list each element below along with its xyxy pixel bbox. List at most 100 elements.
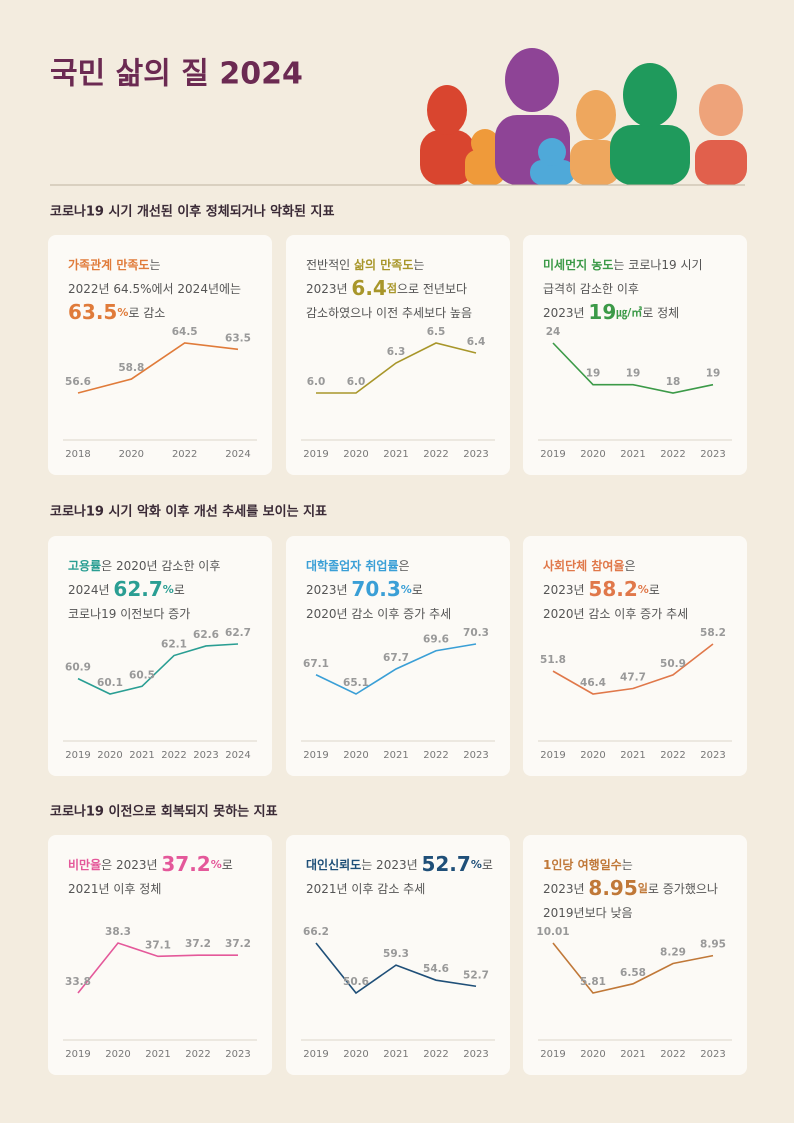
value-label: 62.1 (161, 639, 187, 651)
value-label: 54.6 (423, 963, 449, 975)
description-line: 2023년 6.4점으로 전년보다 (306, 276, 467, 300)
card-background (523, 235, 747, 475)
x-tick-label: 2022 (161, 750, 186, 761)
value-label: 58.2 (700, 627, 726, 639)
data-line (316, 342, 477, 394)
description-line: 2023년 8.95일로 증가했으나 (543, 876, 718, 900)
value-label: 70.3 (463, 627, 489, 639)
value-label: 64.5 (172, 326, 198, 338)
description-run: 62.7 (113, 577, 162, 601)
value-label: 38.3 (105, 926, 131, 938)
x-tick-label: 2021 (620, 449, 645, 460)
description-line: 2023년 19㎍/㎥로 정체 (543, 300, 679, 324)
x-tick-label: 2020 (119, 449, 144, 460)
description-line: 2021년 이후 정체 (68, 882, 161, 896)
people-illustration (420, 48, 747, 185)
section-heading: 코로나19 시기 개선된 이후 정체되거나 악화된 지표 (50, 204, 334, 220)
x-tick-label: 2023 (463, 750, 488, 761)
description-run: % (211, 858, 222, 871)
description-run: 는 코로나19 시기 (613, 258, 702, 272)
description-line: 2021년 이후 감소 추세 (306, 882, 425, 896)
description-run: 점 (387, 281, 397, 295)
description-run: 2023년 (306, 282, 351, 296)
value-label: 8.95 (700, 939, 726, 951)
description-line: 코로나19 이전보다 증가 (68, 607, 190, 621)
description-run: % (117, 306, 128, 319)
value-label: 69.6 (423, 634, 449, 646)
description-run: 는 2023년 (361, 858, 421, 872)
description-run: 2022년 64.5%에서 2024년에는 (68, 282, 241, 296)
value-label: 65.1 (343, 677, 369, 689)
card-background (48, 835, 272, 1075)
value-label: 6.5 (427, 326, 446, 338)
x-tick-label: 2021 (620, 1049, 645, 1060)
data-line (552, 342, 714, 394)
description-run: 으로 전년보다 (397, 282, 467, 296)
description-line: 가족관계 만족도는 (68, 257, 161, 272)
x-tick-label: 2019 (303, 1049, 328, 1060)
description-run: 58.2 (588, 577, 637, 601)
description-run: 19 (588, 300, 616, 324)
description-line: 2020년 감소 이후 증가 추세 (306, 607, 451, 621)
description-line: 고용률은 2020년 감소한 이후 (68, 558, 220, 573)
value-label: 6.3 (387, 346, 406, 358)
description-run: 52.7 (421, 852, 470, 876)
description-run: 고용률 (68, 558, 101, 573)
description-run: 전반적인 (306, 258, 354, 272)
x-tick-label: 2021 (383, 1049, 408, 1060)
description-line: 2023년 70.3%로 (306, 577, 423, 601)
value-label: 50.6 (343, 976, 369, 988)
description-run: 6.4 (351, 276, 386, 300)
data-line (315, 643, 477, 695)
value-label: 33.8 (65, 976, 91, 988)
data-line (315, 942, 477, 995)
description-run: 로 (482, 858, 493, 872)
description-run: % (163, 583, 174, 596)
description-run: 로 감소 (128, 306, 165, 320)
description-line: 사회단체 참여율은 (543, 558, 636, 573)
card-background (48, 536, 272, 776)
description-line: 급격히 감소한 이후 (543, 282, 639, 296)
x-tick-label: 2021 (620, 750, 645, 761)
value-label: 6.58 (620, 967, 646, 979)
x-tick-label: 2022 (660, 1049, 685, 1060)
description-run: 감소하였으나 이전 추세보다 높음 (306, 306, 472, 320)
description-run: 로 (222, 858, 233, 872)
description-run: 는 (413, 258, 424, 272)
description-run: 37.2 (161, 852, 210, 876)
description-run: % (471, 858, 482, 871)
value-label: 67.7 (383, 652, 409, 664)
card-background (48, 235, 272, 475)
value-label: 63.5 (225, 332, 251, 344)
value-label: 58.8 (118, 362, 144, 374)
description-run: 2023년 (543, 306, 588, 320)
value-label: 60.5 (129, 669, 155, 681)
x-tick-label: 2022 (172, 449, 197, 460)
x-tick-label: 2019 (303, 449, 328, 460)
x-tick-label: 2021 (383, 449, 408, 460)
description-line: 2020년 감소 이후 증가 추세 (543, 607, 688, 621)
value-label: 6.4 (467, 336, 486, 348)
description-run: 2023년 (543, 583, 588, 597)
value-label: 52.7 (463, 969, 489, 981)
description-run: 2019년보다 낮음 (543, 906, 633, 920)
description-line: 2022년 64.5%에서 2024년에는 (68, 282, 241, 296)
description-run: 는 (149, 258, 160, 272)
x-tick-label: 2019 (540, 449, 565, 460)
description-run: % (638, 583, 649, 596)
value-label: 56.6 (65, 376, 91, 388)
indicator-card: 비만율은 2023년 37.2%로 2021년 이후 정체 2019 2020 2021… (48, 835, 272, 1075)
description-run: 70.3 (351, 577, 400, 601)
description-line: 감소하였으나 이전 추세보다 높음 (306, 306, 472, 320)
description-run: 은 2023년 (101, 858, 161, 872)
value-label: 10.01 (536, 926, 569, 938)
description-line: 대학졸업자 취업률은 (306, 558, 410, 573)
description-run: 8.95 (588, 876, 637, 900)
description-run: 일 (638, 881, 648, 895)
description-run: 은 (399, 559, 410, 573)
x-tick-label: 2023 (700, 1049, 725, 1060)
x-tick-label: 2020 (343, 750, 368, 761)
